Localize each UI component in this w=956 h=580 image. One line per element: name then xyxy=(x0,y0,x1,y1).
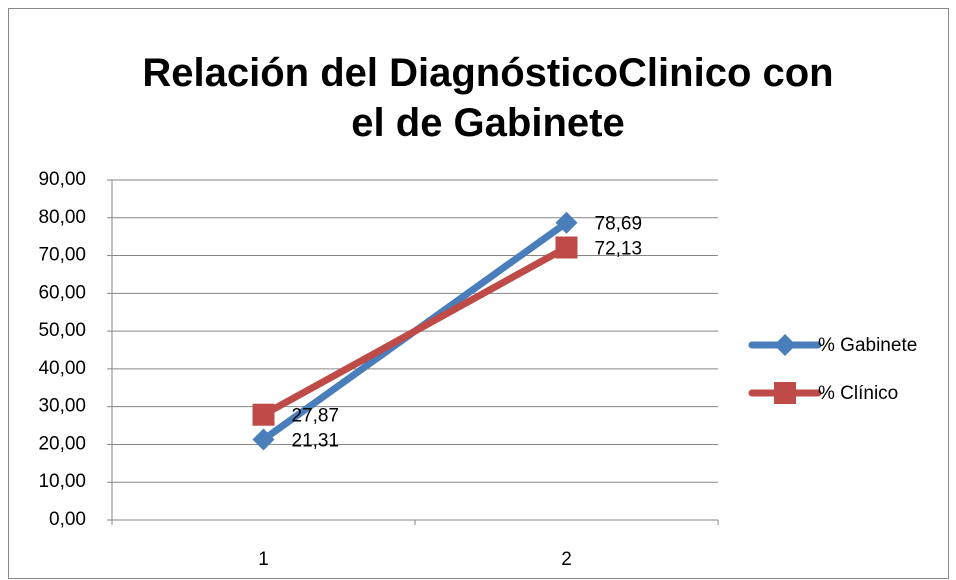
x-tick-label: 2 xyxy=(561,549,572,570)
marker xyxy=(774,382,796,404)
y-tick-label: 90,00 xyxy=(38,169,86,190)
data-label: 27,87 xyxy=(292,406,340,427)
legend-label: % Gabinete xyxy=(818,335,917,356)
y-tick-label: 80,00 xyxy=(38,207,86,228)
marker xyxy=(252,428,275,451)
y-tick-label: 40,00 xyxy=(38,358,86,379)
marker xyxy=(555,236,578,259)
series-line xyxy=(260,244,570,419)
chart-title: Relación del DiagnósticoClinico con el de… xyxy=(142,51,833,145)
legend-label: % Clínico xyxy=(818,383,898,404)
data-label: 21,31 xyxy=(292,431,340,452)
y-tick-label: 50,00 xyxy=(38,320,86,341)
y-tick-label: 60,00 xyxy=(38,282,86,303)
y-tick-label: 30,00 xyxy=(38,396,86,417)
marker xyxy=(555,211,578,234)
y-tick-label: 70,00 xyxy=(38,245,86,266)
marker xyxy=(252,403,275,426)
x-tick-label: 1 xyxy=(258,549,269,570)
y-tick-label: 20,00 xyxy=(38,433,86,454)
y-tick-label: 0,00 xyxy=(49,509,86,530)
data-label: 78,69 xyxy=(595,214,643,235)
y-tick-label: 10,00 xyxy=(38,471,86,492)
data-label: 72,13 xyxy=(595,239,643,260)
marker xyxy=(774,334,796,356)
